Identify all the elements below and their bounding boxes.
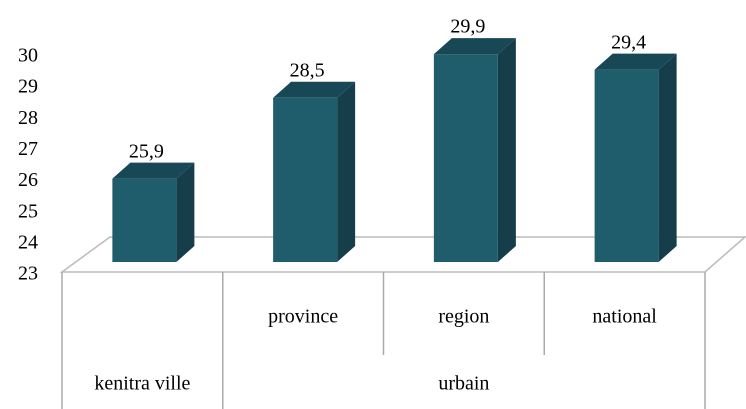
- x-tick-label: region: [438, 306, 489, 328]
- bar: [594, 53, 677, 262]
- bar-top: [594, 53, 677, 70]
- x-tick-label: national: [592, 306, 657, 328]
- bar-side: [497, 38, 516, 262]
- data-label: 25,9: [129, 140, 164, 162]
- bar-front: [112, 178, 177, 262]
- bar-side: [658, 53, 677, 262]
- bar-side: [337, 81, 356, 262]
- bar: [112, 162, 195, 262]
- y-tick-label: 25: [18, 200, 38, 222]
- bar-top: [273, 81, 356, 98]
- bar-front: [273, 97, 338, 262]
- floor: [59, 236, 746, 273]
- bar: [433, 38, 516, 262]
- y-tick-label: 27: [18, 138, 38, 160]
- x-tick-label: kenitra ville: [94, 373, 190, 395]
- y-tick-label: 23: [18, 263, 38, 285]
- y-tick-label: 30: [18, 45, 38, 67]
- data-label: 29,9: [450, 16, 485, 38]
- data-label: 29,4: [611, 31, 646, 53]
- bar: [273, 81, 356, 262]
- bar-front: [594, 69, 659, 262]
- y-tick-label: 28: [18, 107, 38, 129]
- y-tick-label: 24: [18, 231, 38, 253]
- group-label: urbain: [438, 373, 489, 395]
- bar-front: [433, 54, 498, 262]
- y-tick-label: 26: [18, 169, 38, 191]
- y-tick-label: 29: [18, 76, 38, 98]
- bar-top: [433, 38, 516, 55]
- data-label: 28,5: [290, 59, 325, 81]
- x-tick-label: province: [268, 306, 338, 328]
- bar-top: [112, 162, 195, 179]
- bar-side: [176, 162, 195, 262]
